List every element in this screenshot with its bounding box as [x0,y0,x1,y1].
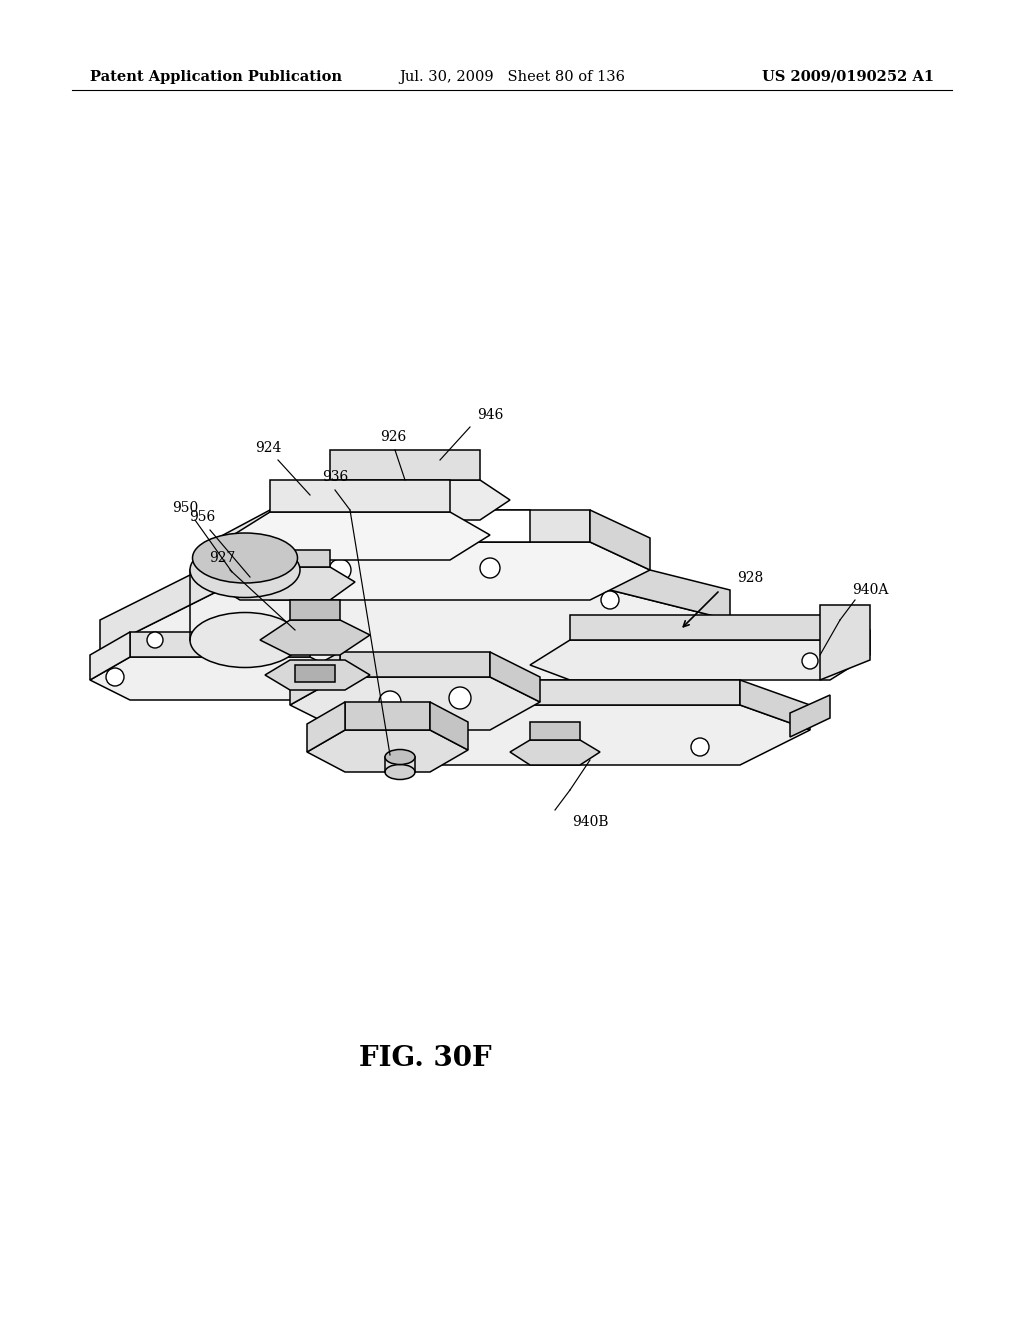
Polygon shape [215,568,355,601]
Polygon shape [610,560,730,620]
Circle shape [106,668,124,686]
Circle shape [449,686,471,709]
Polygon shape [270,510,590,543]
Text: US 2009/0190252 A1: US 2009/0190252 A1 [762,70,934,83]
Polygon shape [260,620,370,655]
Polygon shape [300,480,510,520]
Polygon shape [430,510,530,543]
Polygon shape [430,702,468,750]
Circle shape [379,690,401,713]
Ellipse shape [385,750,415,764]
Text: 926: 926 [380,430,407,444]
Text: 940A: 940A [852,583,888,597]
Ellipse shape [385,764,415,780]
Text: 936: 936 [322,470,348,484]
Polygon shape [510,741,600,766]
Polygon shape [820,605,870,680]
Polygon shape [330,450,480,480]
Polygon shape [130,632,310,657]
Polygon shape [570,615,830,640]
Circle shape [691,738,709,756]
Text: 956: 956 [188,510,215,524]
Polygon shape [530,722,580,741]
Polygon shape [290,652,340,705]
Ellipse shape [193,533,298,583]
Polygon shape [270,480,450,512]
Ellipse shape [190,612,300,668]
Text: 946: 946 [477,408,503,422]
Polygon shape [210,510,270,572]
Polygon shape [830,615,870,655]
Polygon shape [340,652,490,677]
Polygon shape [265,660,370,690]
Polygon shape [590,510,650,570]
Polygon shape [290,601,340,620]
Circle shape [329,558,351,581]
Polygon shape [100,560,220,649]
Polygon shape [290,677,540,730]
Text: 950: 950 [172,502,198,515]
Circle shape [601,591,618,609]
Text: 927: 927 [209,550,236,565]
Polygon shape [290,510,360,543]
Polygon shape [295,665,335,682]
Text: Jul. 30, 2009   Sheet 80 of 136: Jul. 30, 2009 Sheet 80 of 136 [399,70,625,83]
Polygon shape [230,512,490,560]
Polygon shape [90,657,350,700]
Polygon shape [100,590,730,680]
Polygon shape [790,696,830,737]
Circle shape [802,653,818,669]
Text: Patent Application Publication: Patent Application Publication [90,70,342,83]
Polygon shape [530,640,870,680]
Polygon shape [210,543,650,601]
Circle shape [147,632,163,648]
Polygon shape [490,652,540,702]
Text: FIG. 30F: FIG. 30F [358,1045,492,1072]
Circle shape [480,558,500,578]
Polygon shape [307,702,345,752]
Polygon shape [220,560,610,590]
Text: 940B: 940B [571,814,608,829]
Polygon shape [360,705,810,766]
Polygon shape [740,680,810,730]
Polygon shape [430,680,740,705]
Polygon shape [360,680,430,741]
Text: 924: 924 [255,441,282,455]
Text: 928: 928 [737,572,763,585]
Ellipse shape [190,543,300,598]
Polygon shape [240,550,330,568]
Polygon shape [345,702,430,730]
Polygon shape [307,730,468,772]
Polygon shape [90,632,130,680]
